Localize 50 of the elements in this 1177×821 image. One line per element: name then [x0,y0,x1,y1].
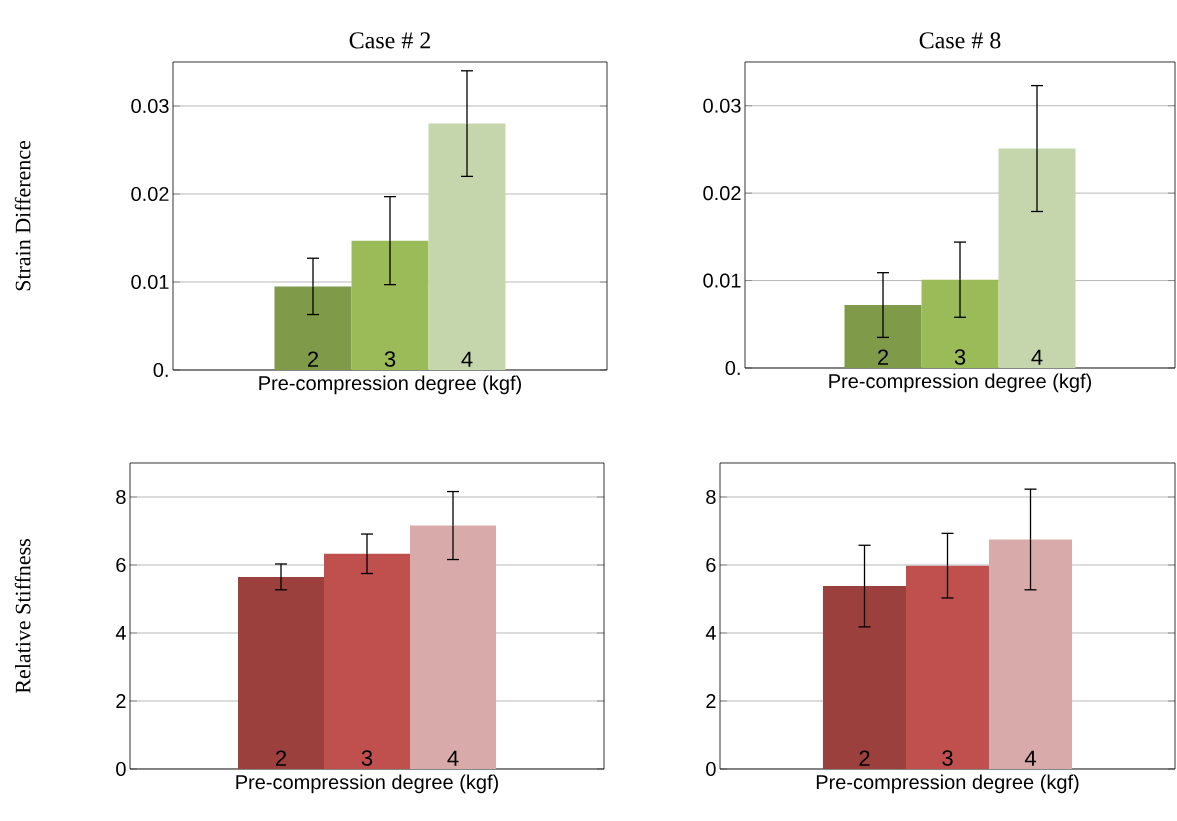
x-tick-label: 4 [447,750,459,766]
bar [410,525,497,769]
x-tick-label: 2 [308,351,319,367]
x-axis-title: Pre-compression degree (kgf) [236,774,498,794]
x-tick-label: 3 [942,750,953,766]
bar [906,565,990,769]
y-tick-label: 2 [706,694,716,708]
bar [998,148,1076,368]
y-tick-label: 0.01 [703,273,741,288]
y-axis-title: Strain Difference [14,140,31,291]
x-tick-label: 2 [878,349,889,365]
x-axis-title: Pre-compression degree (kgf) [816,774,1079,794]
bar [274,286,352,370]
bar [428,123,506,370]
bar [238,576,325,769]
y-tick-label: 0 [116,761,126,777]
x-tick-label: 4 [1024,750,1036,766]
y-tick-label: 0. [153,362,168,378]
x-tick-label: 3 [361,750,373,766]
chart-title: Case # 2 [349,32,431,49]
y-tick-label: 6 [116,557,126,573]
y-tick-label: 0.01 [131,274,169,290]
x-tick-label: 2 [859,750,870,766]
bar [823,586,907,769]
y-tick-label: 0.03 [703,98,741,113]
x-axis-title: Pre-compression degree (kgf) [829,373,1091,393]
y-tick-label: 6 [706,557,716,573]
bar [844,305,922,368]
bar [989,539,1073,769]
bar [351,240,429,370]
x-tick-label: 2 [276,750,287,766]
bar [324,553,411,769]
y-tick-label: 4 [705,626,716,640]
y-tick-label: 0. [725,360,740,376]
y-tick-label: 0.03 [131,98,169,114]
y-tick-label: 4 [115,626,126,640]
y-axis-title: Relative Stiffness [14,539,31,694]
x-tick-label: 4 [461,351,473,367]
x-tick-label: 4 [1031,349,1043,365]
y-tick-label: 8 [706,489,716,505]
x-tick-label: 3 [384,351,396,367]
y-tick-label: 0.02 [703,186,741,201]
bar [921,279,999,368]
chart-title: Case # 8 [919,32,1001,49]
x-tick-label: 3 [954,349,966,365]
y-tick-label: 2 [116,694,126,708]
y-tick-label: 0.02 [131,186,169,202]
y-tick-label: 0 [706,761,716,777]
x-axis-title: Pre-compression degree (kgf) [259,375,521,395]
y-tick-label: 8 [116,489,126,505]
